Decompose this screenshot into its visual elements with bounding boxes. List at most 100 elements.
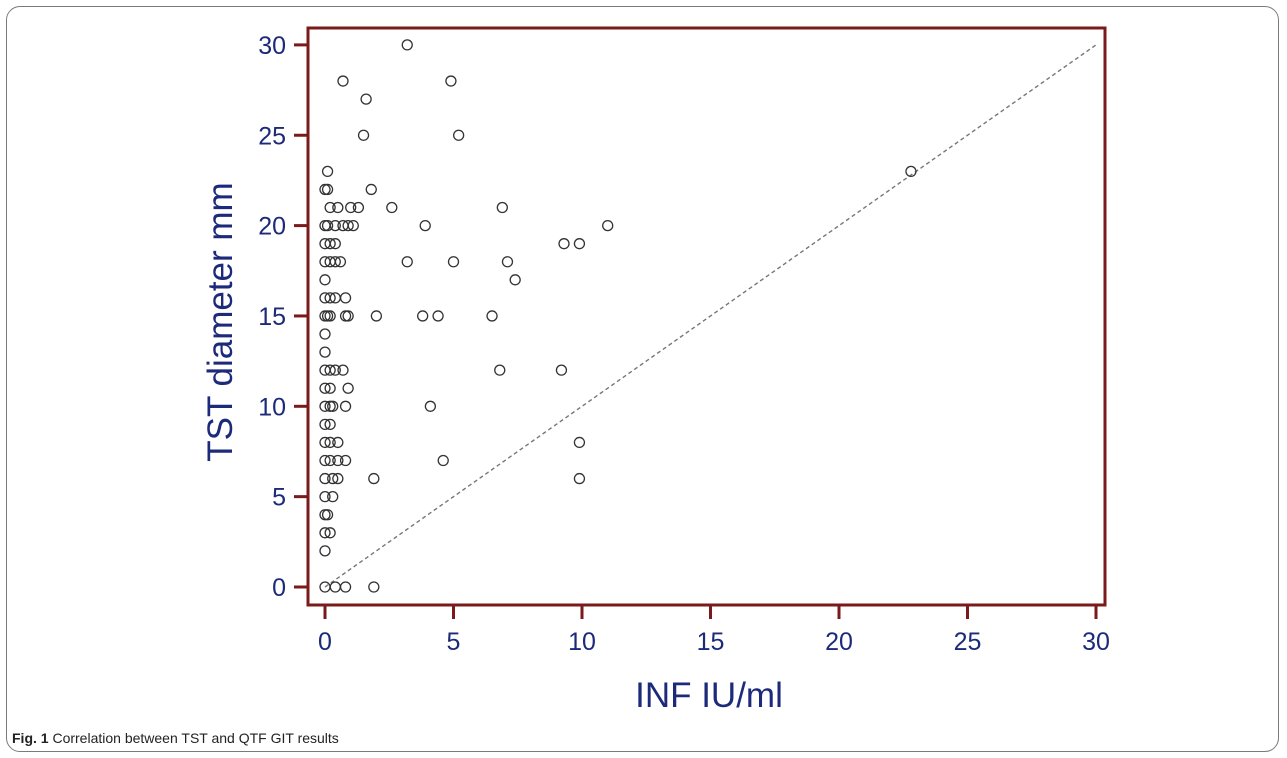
x-tick-label: 0 [318,628,332,656]
x-tick-label: 30 [1082,628,1110,656]
data-point [324,292,336,304]
data-point [319,183,331,196]
data-point [445,75,457,87]
data-point [494,364,506,376]
data-point [558,238,570,250]
data-point [347,219,359,232]
caption-label: Fig. 1 [12,730,49,746]
data-point [496,201,508,214]
data-point [319,454,331,467]
data-point [334,256,347,268]
data-point [337,364,349,376]
data-point [321,165,334,178]
data-point [329,256,341,268]
data-point [327,472,339,485]
data-point [417,310,429,322]
figure-frame [6,6,1279,752]
data-point [352,201,365,214]
data-point [573,238,586,250]
data-point [319,509,331,521]
data-point [339,292,352,304]
x-tick-label: 20 [825,628,853,656]
data-point [339,310,352,322]
data-point [324,201,336,214]
data-point [339,400,352,412]
data-point [329,238,341,250]
data-point [324,382,336,394]
data-point [339,454,352,467]
data-point [365,183,377,196]
data-point [319,346,331,358]
x-axis-title: INF IU/ml [635,676,783,715]
y-axis-title: TST diameter mm [201,182,240,461]
data-point [329,364,341,376]
data-point [342,382,354,394]
data-point [342,310,354,322]
data-point [401,39,413,51]
data-point [332,454,344,467]
data-point [321,509,334,521]
y-tick-label: 10 [258,393,286,421]
data-point [329,219,341,232]
x-tick-label: 10 [568,628,596,656]
figure-caption: Fig. 1 Correlation between TST and QTF G… [12,730,339,746]
data-point [501,256,514,268]
data-point [345,201,357,214]
points-layer [319,39,917,593]
data-point [437,454,449,467]
ticks-layer: 0 5 10 15 20 25 30 0 5 10 15 20 25 30 [258,32,1110,656]
data-point [319,472,331,485]
data-point [319,527,331,539]
data-point [319,418,331,431]
x-tick-label: 15 [697,628,725,656]
data-point [324,454,336,467]
data-point [319,219,331,232]
data-point [573,436,586,449]
data-point [424,400,437,412]
data-point [555,364,568,376]
data-point [332,472,344,485]
data-point [319,328,331,340]
y-tick-label: 5 [272,484,286,512]
y-tick-label: 25 [258,122,286,150]
data-point [368,472,380,485]
data-point [324,364,336,376]
data-point [327,400,339,412]
data-point [573,472,586,485]
data-point [324,238,336,250]
data-point [432,310,444,322]
data-point [337,75,349,87]
y-tick-label: 30 [258,32,286,60]
data-point [332,201,344,214]
data-point [509,274,521,286]
data-point [357,129,370,141]
data-point [360,93,372,105]
data-point [486,310,498,322]
x-tick-label: 25 [954,628,982,656]
reference-line [324,44,1097,588]
data-point [321,183,334,196]
data-point [447,256,460,268]
data-point [368,581,380,593]
data-point [319,400,331,412]
data-point [905,165,917,178]
data-point [602,219,614,232]
data-point [324,527,336,539]
data-point [401,256,413,268]
reference-line-layer [324,44,1097,588]
data-point [321,310,334,322]
data-point [319,274,331,286]
data-point [319,436,331,449]
y-tick-label: 15 [258,303,286,331]
y-tick-label: 20 [258,213,286,241]
data-point [319,382,331,394]
data-point [386,201,398,214]
data-point [324,310,336,322]
data-point [339,581,352,593]
data-point [324,436,336,449]
data-point [452,129,465,141]
data-point [319,545,331,557]
y-tick-label: 0 [272,574,286,602]
data-point [370,310,383,322]
